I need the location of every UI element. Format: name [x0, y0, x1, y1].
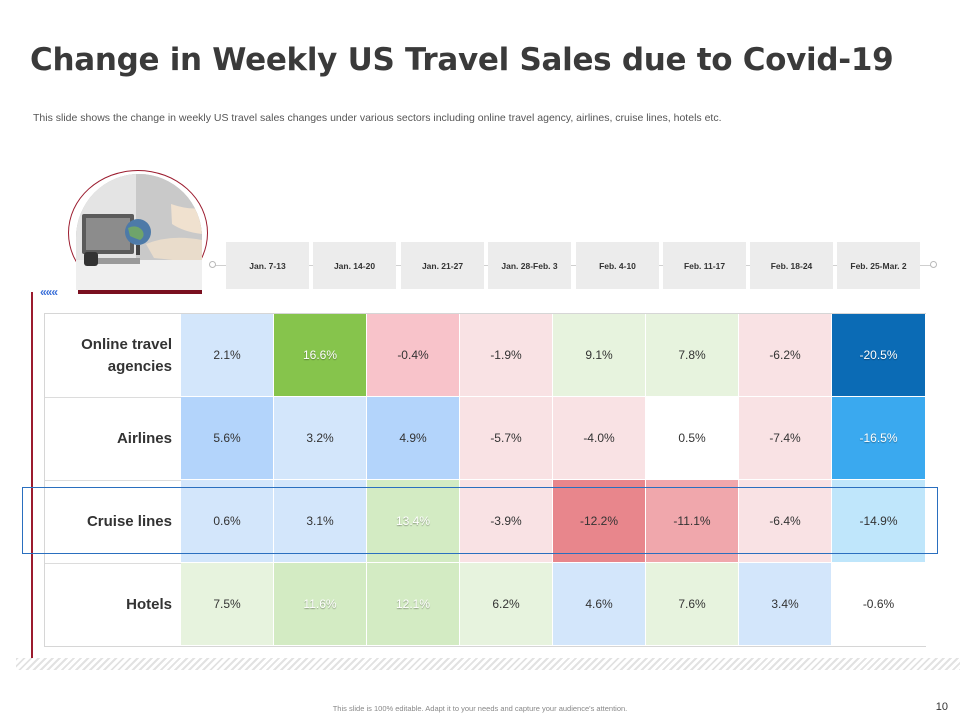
week-header: Feb. 11-17 [663, 242, 746, 289]
table-cell: 7.8% [646, 314, 739, 397]
photo-base-bar [78, 290, 202, 294]
table-cell: 4.6% [553, 563, 646, 646]
accent-line [31, 292, 33, 660]
row-divider [45, 397, 181, 398]
table-cell: 3.1% [274, 480, 367, 563]
table-cell: -6.4% [739, 480, 832, 563]
table-cell: 5.6% [181, 397, 274, 480]
footer-note: This slide is 100% editable. Adapt it to… [332, 704, 628, 713]
table-cell: 9.1% [553, 314, 646, 397]
row-label: Cruise lines [86, 512, 172, 530]
week-header: Feb. 4-10 [576, 242, 659, 289]
table-cell: 2.1% [181, 314, 274, 397]
table-cell: 4.9% [367, 397, 460, 480]
table-cell: 3.4% [739, 563, 832, 646]
table-cell: -4.0% [553, 397, 646, 480]
page-title: Change in Weekly US Travel Sales due to … [30, 42, 894, 78]
table-cell: 6.2% [460, 563, 553, 646]
table-cell: -5.7% [460, 397, 553, 480]
week-header: Feb. 25-Mar. 2 [837, 242, 920, 289]
row-divider [45, 480, 181, 481]
photo-frame [68, 170, 208, 296]
table-cell: 7.6% [646, 563, 739, 646]
timeline-line [212, 265, 934, 266]
table-cell: -20.5% [832, 314, 926, 397]
timeline-end-dot [930, 261, 937, 268]
table-cell: -12.2% [553, 480, 646, 563]
table-cell: -16.5% [832, 397, 926, 480]
table-cell: -0.6% [832, 563, 926, 646]
week-header: Jan. 21-27 [401, 242, 484, 289]
table-cell: 3.2% [274, 397, 367, 480]
table-cell: 16.6% [274, 314, 367, 397]
week-header: Jan. 14-20 [313, 242, 396, 289]
table-cell: -11.1% [646, 480, 739, 563]
table-cell: -14.9% [832, 480, 926, 563]
hatched-divider [16, 658, 960, 670]
photo-illustration [76, 174, 202, 290]
week-header: Feb. 18-24 [750, 242, 833, 289]
week-header: Jan. 7-13 [226, 242, 309, 289]
row-divider [45, 563, 181, 564]
table-cell: -1.9% [460, 314, 553, 397]
table-cell: 11.6% [274, 563, 367, 646]
chevron-left-icon: ««« [40, 285, 58, 299]
laptop-globe-photo [76, 174, 202, 290]
page-subtitle: This slide shows the change in weekly US… [33, 112, 722, 124]
table-cell: 0.6% [181, 480, 274, 563]
table-cell: -3.9% [460, 480, 553, 563]
timeline-start-dot [209, 261, 216, 268]
row-label: Online travel agencies [81, 335, 172, 375]
table-cell: 12.1% [367, 563, 460, 646]
page-number: 10 [935, 701, 948, 713]
table-cell: -7.4% [739, 397, 832, 480]
table-cell: 0.5% [646, 397, 739, 480]
table-cell: 7.5% [181, 563, 274, 646]
row-label: Hotels [126, 595, 172, 613]
table-cell: -6.2% [739, 314, 832, 397]
table-cell: -0.4% [367, 314, 460, 397]
week-header: Jan. 28-Feb. 3 [488, 242, 571, 289]
table-cell: 13.4% [367, 480, 460, 563]
row-label: Airlines [116, 429, 172, 447]
